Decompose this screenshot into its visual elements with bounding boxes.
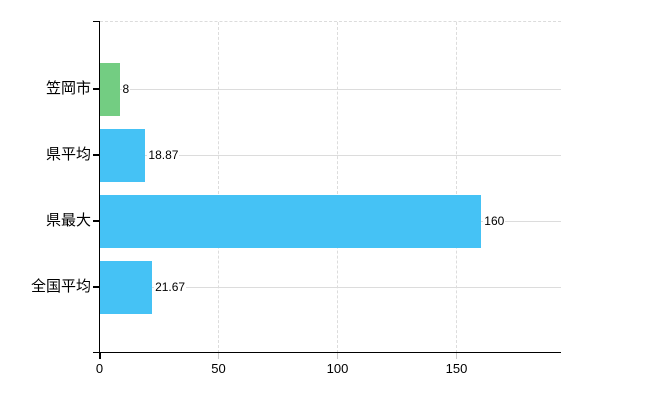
gridline-x-100: [337, 22, 338, 353]
tick-y: [93, 154, 100, 156]
bar-0[interactable]: [98, 62, 120, 116]
bar-3[interactable]: [98, 260, 153, 314]
gridline-top: [99, 21, 561, 22]
bar-2[interactable]: [98, 194, 482, 248]
bar-1[interactable]: [98, 128, 146, 182]
tick-x: [456, 353, 457, 360]
x-tick-label: 150: [445, 361, 468, 376]
value-label: 18.87: [147, 147, 180, 163]
tick-x: [218, 353, 219, 360]
category-label: 県最大: [45, 212, 91, 229]
y-axis-line: [98, 21, 100, 359]
category-label: 県平均: [45, 146, 91, 163]
value-label: 8: [121, 81, 131, 97]
tick-y: [93, 286, 100, 288]
tick-x: [99, 353, 101, 360]
x-tick-label: 0: [95, 361, 104, 376]
x-axis-line: [93, 351, 561, 354]
tick-y: [93, 88, 100, 90]
category-label: 笠岡市: [45, 80, 91, 97]
tick-y-top: [93, 20, 100, 23]
category-label: 全国平均: [30, 278, 91, 295]
gridline-x-150: [456, 22, 457, 353]
gridline-row: [99, 154, 561, 156]
value-label: 21.67: [154, 279, 187, 295]
gridline-row: [99, 88, 561, 90]
gridline-x-50: [218, 22, 219, 353]
value-label: 160: [483, 213, 506, 229]
tick-x: [337, 353, 338, 360]
tick-y: [93, 220, 100, 222]
x-tick-label: 100: [326, 361, 349, 376]
gridline-row: [99, 286, 561, 288]
x-tick-label: 50: [211, 361, 226, 376]
